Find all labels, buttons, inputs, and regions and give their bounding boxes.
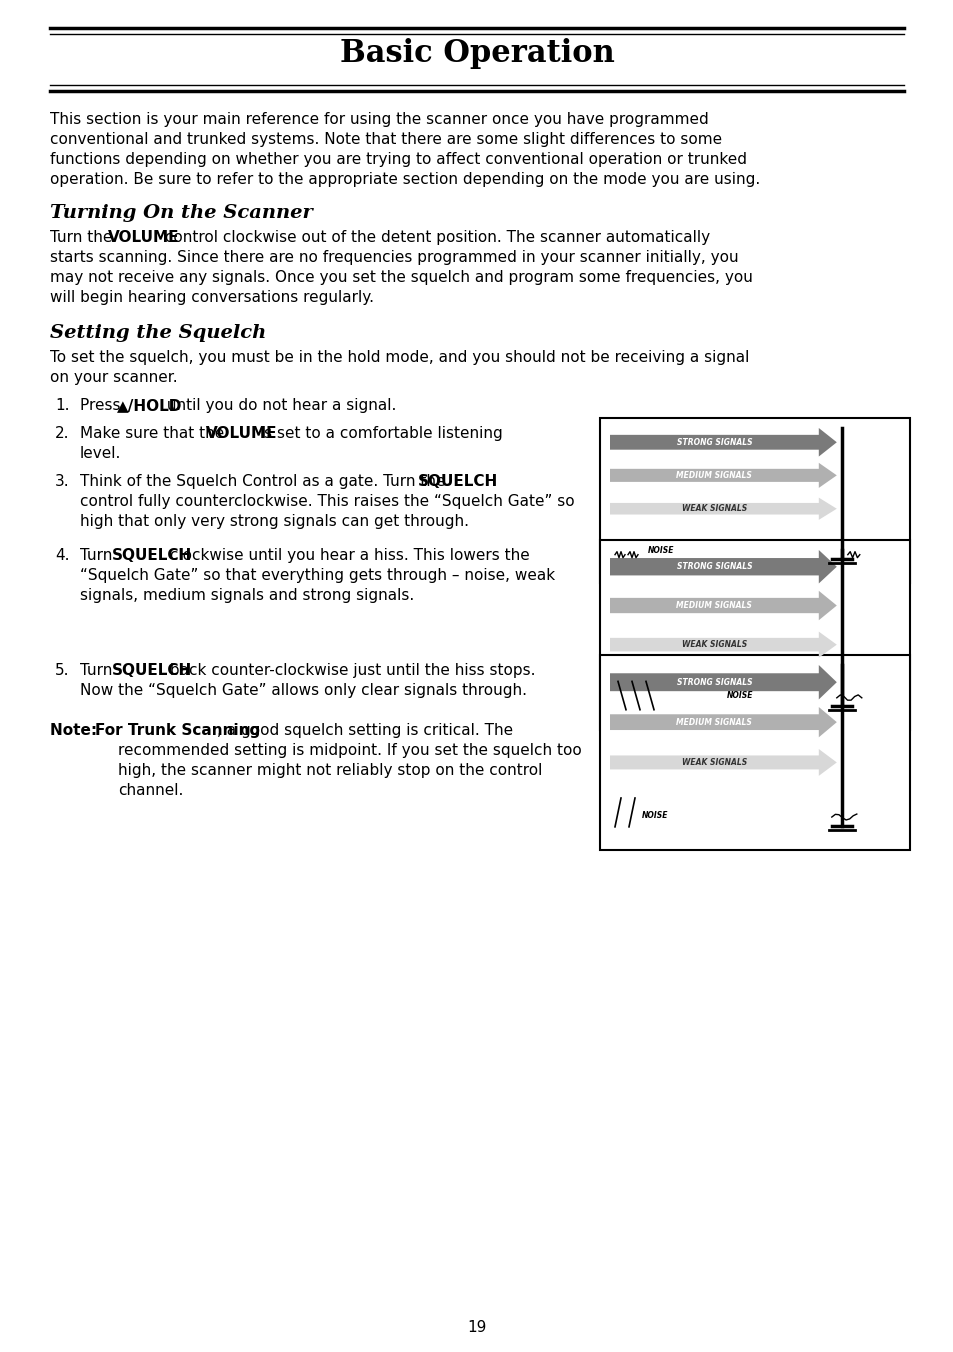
Text: level.: level. — [80, 446, 121, 461]
Text: signals, medium signals and strong signals.: signals, medium signals and strong signa… — [80, 588, 414, 603]
Polygon shape — [609, 462, 836, 488]
Text: SQUELCH: SQUELCH — [417, 475, 497, 489]
Text: 5.: 5. — [55, 662, 70, 677]
Text: WEAK SIGNALS: WEAK SIGNALS — [681, 758, 746, 767]
Text: MEDIUM SIGNALS: MEDIUM SIGNALS — [676, 718, 752, 726]
Text: Make sure that the: Make sure that the — [80, 426, 229, 441]
Text: 19: 19 — [467, 1320, 486, 1334]
Polygon shape — [609, 665, 836, 699]
Text: WEAK SIGNALS: WEAK SIGNALS — [681, 504, 746, 514]
Text: ▲/HOLD: ▲/HOLD — [117, 397, 182, 412]
Bar — [599, 418, 909, 583]
Text: Now the “Squelch Gate” allows only clear signals through.: Now the “Squelch Gate” allows only clear… — [80, 683, 526, 698]
Text: VOLUME: VOLUME — [108, 230, 179, 245]
Polygon shape — [609, 707, 836, 737]
Text: recommended setting is midpoint. If you set the squelch too: recommended setting is midpoint. If you … — [118, 744, 581, 758]
Polygon shape — [609, 429, 836, 457]
Text: NOISE: NOISE — [726, 691, 753, 700]
Text: will begin hearing conversations regularly.: will begin hearing conversations regular… — [50, 289, 374, 306]
Text: Turning On the Scanner: Turning On the Scanner — [50, 204, 313, 222]
Text: “Squelch Gate” so that everything gets through – noise, weak: “Squelch Gate” so that everything gets t… — [80, 568, 555, 583]
Text: , a good squelch setting is critical. The: , a good squelch setting is critical. Th… — [216, 723, 513, 738]
Text: STRONG SIGNALS: STRONG SIGNALS — [676, 562, 751, 572]
Text: For Trunk Scanning: For Trunk Scanning — [95, 723, 260, 738]
Text: VOLUME: VOLUME — [206, 426, 277, 441]
Text: NOISE: NOISE — [641, 811, 668, 819]
Text: STRONG SIGNALS: STRONG SIGNALS — [676, 438, 751, 446]
Text: control clockwise out of the detent position. The scanner automatically: control clockwise out of the detent posi… — [160, 230, 709, 245]
Text: high that only very strong signals can get through.: high that only very strong signals can g… — [80, 514, 469, 529]
Text: on your scanner.: on your scanner. — [50, 370, 177, 385]
Polygon shape — [609, 550, 836, 584]
Text: is set to a comfortable listening: is set to a comfortable listening — [254, 426, 502, 441]
Text: Turn: Turn — [80, 662, 117, 677]
Text: until you do not hear a signal.: until you do not hear a signal. — [162, 397, 395, 412]
Text: clockwise until you hear a hiss. This lowers the: clockwise until you hear a hiss. This lo… — [165, 548, 529, 562]
Text: high, the scanner might not reliably stop on the control: high, the scanner might not reliably sto… — [118, 763, 542, 777]
Text: SQUELCH: SQUELCH — [112, 548, 193, 562]
Text: Press: Press — [80, 397, 125, 412]
Text: This section is your main reference for using the scanner once you have programm: This section is your main reference for … — [50, 112, 708, 127]
Polygon shape — [609, 749, 836, 776]
Text: To set the squelch, you must be in the hold mode, and you should not be receivin: To set the squelch, you must be in the h… — [50, 350, 749, 365]
Text: Think of the Squelch Control as a gate. Turn the: Think of the Squelch Control as a gate. … — [80, 475, 450, 489]
Text: control fully counterclockwise. This raises the “Squelch Gate” so: control fully counterclockwise. This rai… — [80, 493, 574, 508]
Bar — [599, 539, 909, 730]
Text: STRONG SIGNALS: STRONG SIGNALS — [676, 677, 751, 687]
Text: Basic Operation: Basic Operation — [339, 38, 614, 69]
Text: MEDIUM SIGNALS: MEDIUM SIGNALS — [676, 470, 752, 480]
Text: may not receive any signals. Once you set the squelch and program some frequenci: may not receive any signals. Once you se… — [50, 270, 752, 285]
Text: MEDIUM SIGNALS: MEDIUM SIGNALS — [676, 602, 752, 610]
Text: Note:: Note: — [50, 723, 102, 738]
Text: 3.: 3. — [55, 475, 70, 489]
Polygon shape — [609, 591, 836, 621]
Text: operation. Be sure to refer to the appropriate section depending on the mode you: operation. Be sure to refer to the appro… — [50, 172, 760, 187]
Text: SQUELCH: SQUELCH — [112, 662, 193, 677]
Text: 4.: 4. — [55, 548, 70, 562]
Text: 2.: 2. — [55, 426, 70, 441]
Text: Turn the: Turn the — [50, 230, 117, 245]
Polygon shape — [609, 631, 836, 657]
Text: starts scanning. Since there are no frequencies programmed in your scanner initi: starts scanning. Since there are no freq… — [50, 250, 738, 265]
Text: conventional and trunked systems. Note that there are some slight differences to: conventional and trunked systems. Note t… — [50, 132, 721, 147]
Polygon shape — [609, 498, 836, 521]
Text: functions depending on whether you are trying to affect conventional operation o: functions depending on whether you are t… — [50, 151, 746, 168]
Text: Setting the Squelch: Setting the Squelch — [50, 324, 266, 342]
Text: WEAK SIGNALS: WEAK SIGNALS — [681, 639, 746, 649]
Text: NOISE: NOISE — [647, 546, 674, 556]
Text: 1.: 1. — [55, 397, 70, 412]
Bar — [599, 654, 909, 850]
Text: Turn: Turn — [80, 548, 117, 562]
Text: channel.: channel. — [118, 783, 183, 798]
Text: back counter-clockwise just until the hiss stops.: back counter-clockwise just until the hi… — [165, 662, 535, 677]
